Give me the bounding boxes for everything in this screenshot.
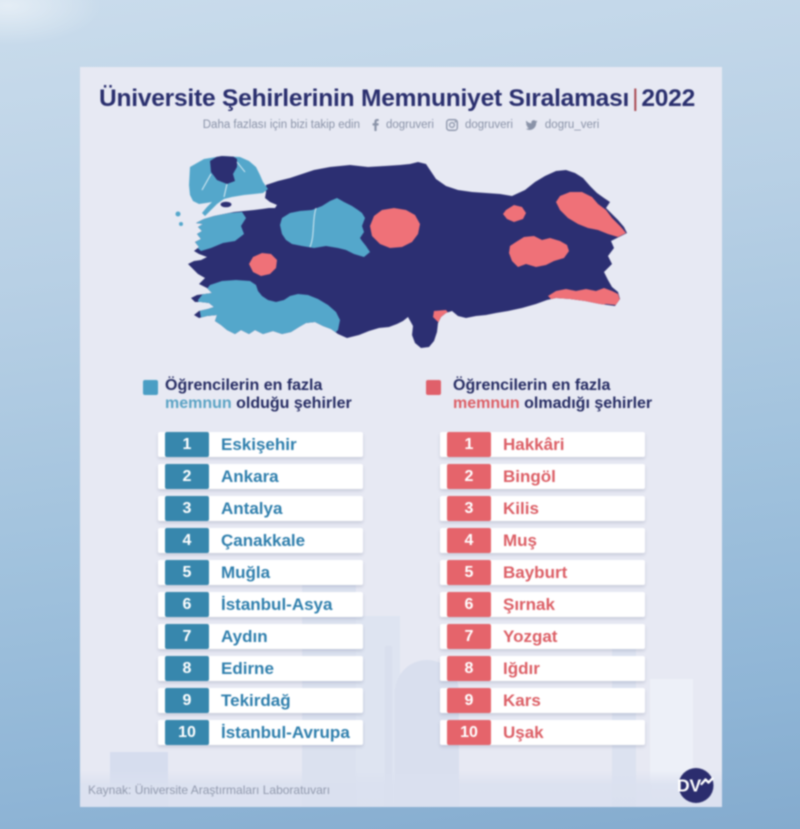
- svg-text:D: D: [677, 776, 690, 796]
- svg-text:V: V: [690, 776, 702, 796]
